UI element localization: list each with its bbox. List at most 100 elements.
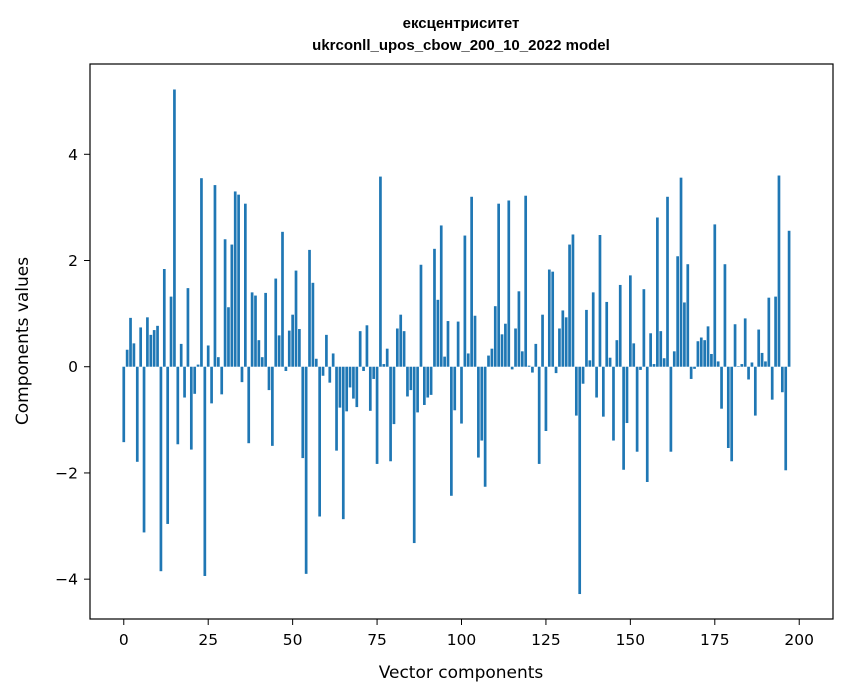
bar (625, 366, 629, 424)
bar (554, 366, 558, 374)
bar (406, 366, 409, 397)
bar (213, 185, 217, 367)
bar (612, 366, 615, 441)
bar (504, 323, 507, 367)
bar (291, 314, 294, 367)
bar (784, 366, 788, 471)
bar (571, 234, 575, 367)
bar (787, 230, 791, 367)
bar (271, 366, 274, 446)
bar (203, 366, 207, 576)
bar (456, 321, 460, 367)
bar (298, 329, 301, 367)
bar (696, 341, 700, 367)
bar (321, 366, 325, 376)
bar (541, 314, 544, 367)
bar (649, 333, 652, 367)
bar (608, 357, 612, 367)
bar (463, 235, 467, 367)
bar (713, 224, 717, 367)
bar (173, 89, 176, 367)
bar (656, 217, 659, 367)
bar (385, 348, 389, 367)
bar (186, 288, 190, 367)
x-axis-label: Vector components (379, 663, 544, 683)
bar (433, 248, 436, 367)
y-axis-ticks: −4 −2 0 2 4 (55, 146, 90, 589)
bar (169, 296, 173, 367)
bar (632, 343, 636, 367)
bar (531, 366, 534, 373)
x-tick-label: 200 (784, 631, 814, 649)
bar (358, 331, 362, 367)
bar (362, 366, 365, 371)
bar (591, 292, 595, 367)
bar (497, 203, 500, 367)
bar (574, 366, 578, 416)
bar (176, 366, 180, 445)
bar (561, 310, 565, 367)
bar (395, 328, 399, 367)
bar (760, 352, 764, 367)
bar (284, 366, 288, 371)
bar (662, 358, 666, 367)
bar (345, 366, 349, 412)
bar (379, 176, 382, 367)
bar (325, 334, 328, 367)
bar (429, 366, 433, 395)
bar (652, 364, 656, 367)
bar (483, 366, 487, 487)
bar (639, 366, 642, 370)
bar (132, 343, 136, 367)
bar (520, 351, 524, 367)
bar (210, 366, 213, 404)
bar (710, 353, 713, 367)
bar (216, 357, 220, 367)
bar (274, 278, 278, 367)
bar (135, 366, 139, 462)
bar (490, 348, 494, 367)
bar (129, 317, 132, 367)
bar (500, 334, 504, 367)
bar (439, 225, 443, 367)
y-tick-label: 0 (68, 358, 78, 376)
bar (277, 335, 281, 367)
bar (629, 275, 632, 367)
bar (146, 317, 149, 367)
bar (547, 269, 551, 367)
bar-series (122, 89, 791, 595)
bar (642, 289, 646, 367)
bar (672, 351, 676, 367)
bar (257, 340, 261, 367)
bar (436, 299, 440, 367)
x-tick-label: 125 (531, 631, 561, 649)
bar (142, 366, 146, 533)
bar (183, 366, 186, 398)
bar (774, 296, 777, 367)
bar (416, 366, 419, 413)
bar (676, 256, 679, 367)
bar (750, 362, 754, 367)
y-tick-label: 2 (68, 252, 78, 270)
bar (558, 328, 561, 367)
bar (122, 366, 126, 443)
bar (480, 366, 484, 441)
bar (534, 343, 538, 367)
bar (514, 328, 517, 367)
bar (477, 366, 480, 458)
bar (365, 325, 369, 367)
bar (156, 325, 159, 367)
bar (318, 366, 321, 517)
bar (753, 366, 757, 416)
bar (689, 366, 693, 379)
bar (368, 366, 372, 411)
bar (392, 366, 396, 425)
bar (733, 324, 737, 367)
bar (304, 366, 308, 574)
y-tick-label: −2 (55, 464, 78, 482)
bar (237, 194, 240, 367)
bar (544, 366, 548, 431)
bar (294, 270, 298, 367)
bar (139, 327, 143, 367)
bar (699, 337, 703, 367)
